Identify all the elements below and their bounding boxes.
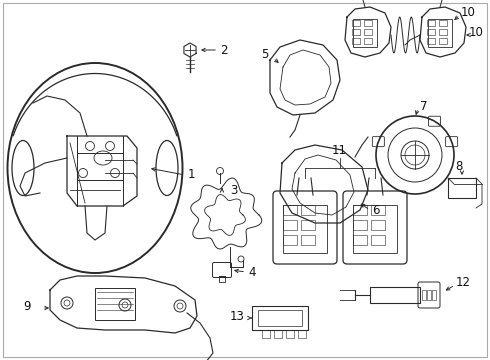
Bar	[428, 19, 452, 47]
Bar	[353, 205, 367, 215]
Text: 5: 5	[261, 49, 269, 62]
Bar	[352, 29, 360, 35]
Bar	[448, 178, 476, 198]
Bar	[364, 38, 372, 44]
Bar	[432, 290, 436, 300]
Text: 2: 2	[220, 44, 227, 57]
Text: 6: 6	[372, 203, 379, 216]
Bar	[364, 20, 372, 26]
Bar	[439, 20, 447, 26]
Bar	[283, 220, 297, 230]
Bar	[95, 288, 135, 320]
Text: 13: 13	[230, 310, 245, 323]
Bar	[439, 38, 447, 44]
Text: 4: 4	[248, 266, 255, 279]
Bar	[439, 29, 447, 35]
Bar	[427, 290, 431, 300]
Text: 8: 8	[455, 159, 463, 172]
Text: 7: 7	[420, 99, 427, 112]
Bar	[427, 29, 435, 35]
Bar	[427, 38, 435, 44]
Bar	[364, 29, 372, 35]
Bar	[352, 38, 360, 44]
Bar	[422, 290, 426, 300]
Bar	[370, 287, 420, 303]
Bar	[371, 205, 385, 215]
Bar	[353, 235, 367, 245]
Bar	[301, 235, 315, 245]
Bar	[252, 306, 308, 330]
Bar	[301, 205, 315, 215]
Bar	[274, 330, 282, 338]
Bar	[371, 220, 385, 230]
Text: 1: 1	[188, 168, 196, 181]
Bar	[353, 205, 397, 253]
Text: 11: 11	[332, 144, 347, 157]
Text: 9: 9	[23, 300, 30, 312]
Bar	[262, 330, 270, 338]
Bar	[286, 330, 294, 338]
Bar	[283, 205, 327, 253]
Text: 10: 10	[469, 27, 484, 40]
Bar	[371, 235, 385, 245]
Bar	[353, 220, 367, 230]
Text: 10: 10	[461, 5, 476, 18]
Text: 3: 3	[230, 184, 237, 197]
Bar	[301, 220, 315, 230]
Bar	[258, 310, 302, 326]
Bar	[283, 205, 297, 215]
Bar	[427, 20, 435, 26]
Bar	[298, 330, 306, 338]
Bar	[283, 235, 297, 245]
Text: 12: 12	[456, 275, 471, 288]
Bar	[353, 19, 377, 47]
Bar	[352, 20, 360, 26]
